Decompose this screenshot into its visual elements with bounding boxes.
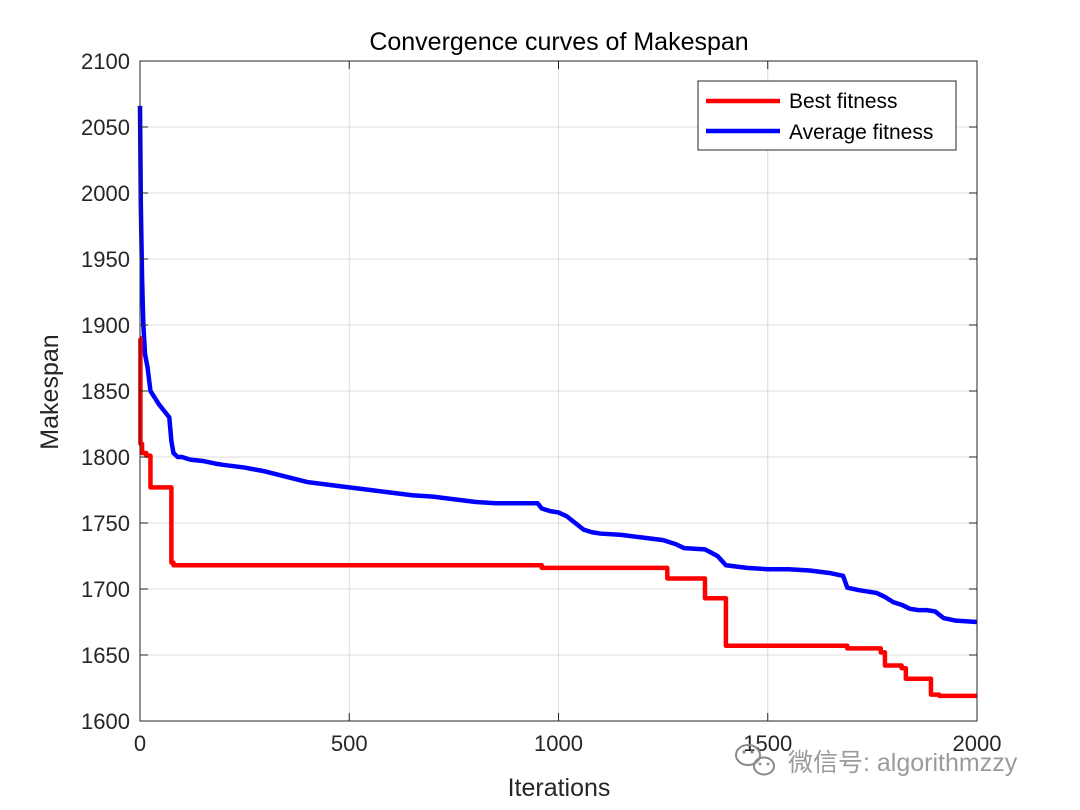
legend-label-average: Average fitness <box>789 121 933 144</box>
legend: Best fitness Average fitness <box>697 80 957 151</box>
y-tick-label: 1950 <box>81 247 130 272</box>
y-axis-label: Makespan <box>36 334 64 449</box>
y-tick-label: 1800 <box>81 445 130 470</box>
series-lines <box>137 105 978 699</box>
legend-label-best: Best fitness <box>789 90 898 113</box>
legend-box <box>697 80 957 151</box>
watermark-text: 微信号: algorithmzzy <box>788 749 1018 777</box>
watermark: 微信号: algorithmzzy <box>735 744 1018 777</box>
y-tick-label: 1750 <box>81 511 130 536</box>
y-tick-label: 1850 <box>81 379 130 404</box>
y-tick-label: 2050 <box>81 115 130 140</box>
y-tick-label: 1700 <box>81 577 130 602</box>
grid-lines <box>139 60 978 722</box>
x-tick-label: 0 <box>134 731 146 756</box>
x-tick-label: 2000 <box>953 731 1002 756</box>
chart-title: Convergence curves of Makespan <box>369 28 748 56</box>
y-tick-label: 1650 <box>81 643 130 668</box>
x-axis-label: Iterations <box>508 774 611 802</box>
y-tick-label: 1900 <box>81 313 130 338</box>
y-tick-label: 2000 <box>81 181 130 206</box>
y-tick-label: 1600 <box>81 709 130 734</box>
series-line-average-fitness <box>137 105 978 625</box>
y-tick-label: 2100 <box>81 49 130 74</box>
series-line-best-fitness <box>138 335 977 699</box>
x-tick-label: 500 <box>331 731 368 756</box>
x-tick-label: 1000 <box>534 731 583 756</box>
wechat-icon <box>735 744 775 776</box>
